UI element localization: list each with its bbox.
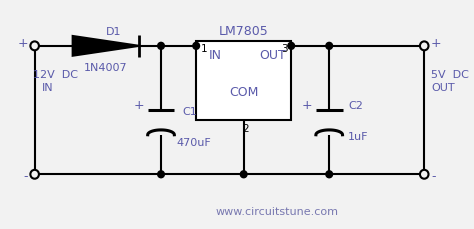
Text: www.circuitstune.com: www.circuitstune.com xyxy=(216,207,338,217)
Text: 12V  DC: 12V DC xyxy=(33,71,78,80)
Circle shape xyxy=(158,171,164,178)
Text: +: + xyxy=(18,37,28,50)
Text: +: + xyxy=(133,99,144,112)
Text: 2: 2 xyxy=(242,124,249,134)
Polygon shape xyxy=(73,36,139,56)
Text: -: - xyxy=(431,170,436,183)
Circle shape xyxy=(193,42,200,49)
Text: D1: D1 xyxy=(106,27,121,37)
Circle shape xyxy=(326,42,333,49)
Bar xyxy=(196,41,291,120)
Text: +: + xyxy=(301,99,312,112)
Text: 1uF: 1uF xyxy=(348,132,369,142)
Text: -: - xyxy=(24,170,28,183)
Text: IN: IN xyxy=(209,49,222,62)
Circle shape xyxy=(420,41,428,50)
Circle shape xyxy=(240,171,247,178)
Circle shape xyxy=(326,171,333,178)
Text: 470uF: 470uF xyxy=(176,138,211,148)
Text: 3: 3 xyxy=(281,44,287,54)
Text: +: + xyxy=(431,37,441,50)
Circle shape xyxy=(30,170,39,179)
Text: OUT: OUT xyxy=(259,49,285,62)
Circle shape xyxy=(158,42,164,49)
Text: 1N4007: 1N4007 xyxy=(84,63,128,73)
Text: IN: IN xyxy=(42,83,54,93)
Text: C2: C2 xyxy=(348,101,363,111)
Text: OUT: OUT xyxy=(431,83,455,93)
Text: COM: COM xyxy=(229,86,258,99)
Text: LM7805: LM7805 xyxy=(219,25,269,38)
Text: C1: C1 xyxy=(182,107,197,117)
Text: 1: 1 xyxy=(201,44,208,54)
Circle shape xyxy=(30,41,39,50)
Circle shape xyxy=(288,42,294,49)
Text: 5V  DC: 5V DC xyxy=(431,71,469,80)
Circle shape xyxy=(420,170,428,179)
